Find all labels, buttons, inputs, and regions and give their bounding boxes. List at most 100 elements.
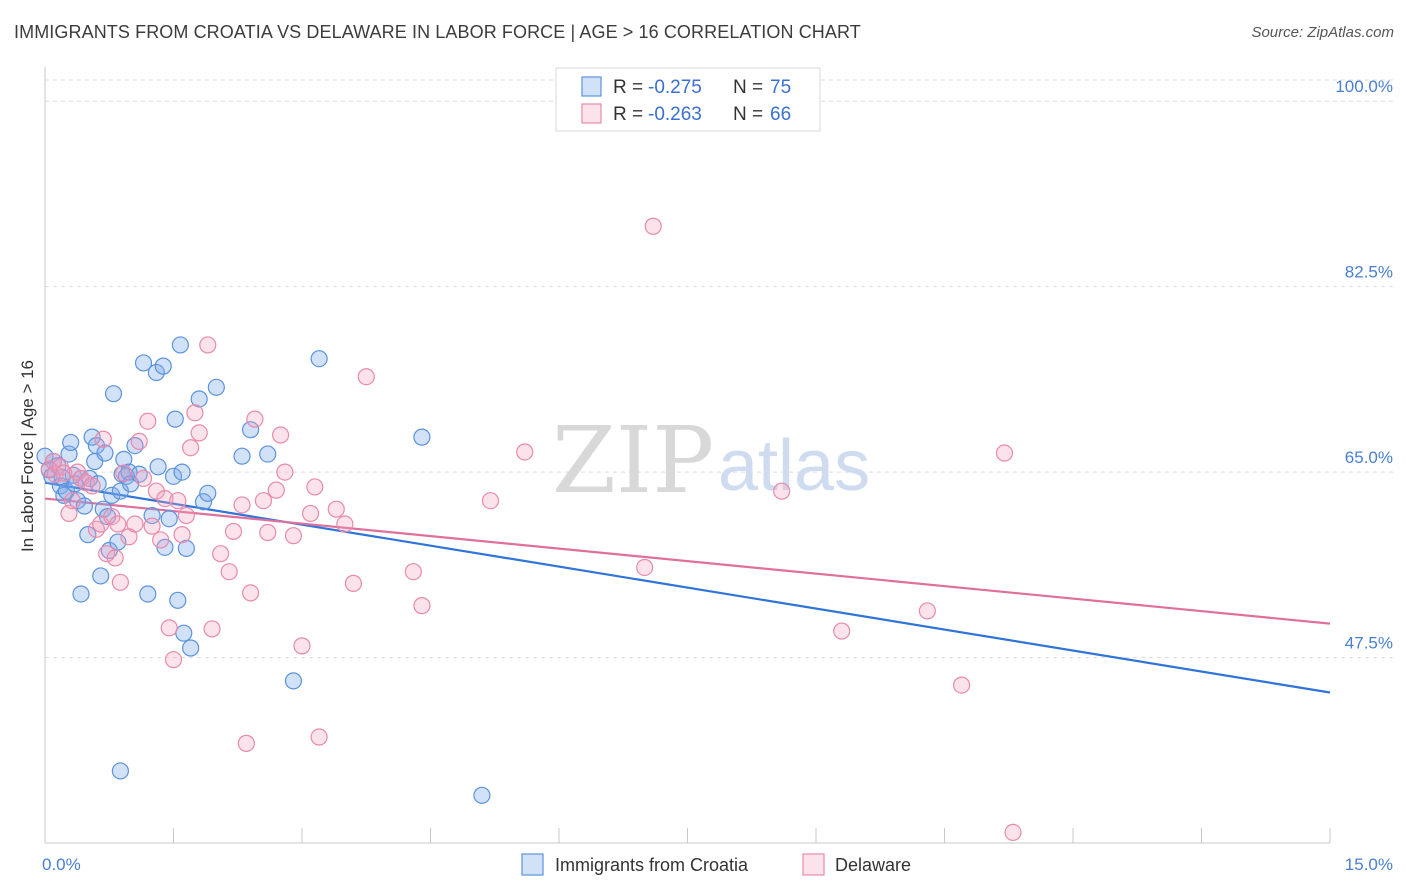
point-delaware bbox=[83, 477, 101, 495]
point-delaware bbox=[98, 545, 116, 563]
point-croatia bbox=[177, 539, 195, 557]
point-delaware bbox=[111, 573, 129, 591]
point-croatia bbox=[173, 463, 191, 481]
series-legend-label-croatia: Immigrants from Croatia bbox=[555, 855, 749, 875]
point-croatia bbox=[413, 428, 431, 446]
point-delaware bbox=[481, 492, 500, 510]
point-delaware bbox=[1004, 823, 1022, 842]
point-croatia bbox=[139, 585, 157, 603]
legend-r-label-2: R = bbox=[613, 104, 643, 125]
point-delaware bbox=[344, 574, 362, 592]
legend-n-label-1: N = bbox=[733, 77, 763, 98]
y-tick-label: 100.0% bbox=[1335, 77, 1393, 96]
point-delaware bbox=[173, 526, 191, 544]
series-legend-swatch-delaware bbox=[802, 853, 825, 876]
point-delaware bbox=[164, 651, 183, 669]
y-tick-label: 82.5% bbox=[1345, 263, 1393, 282]
legend-swatch-delaware bbox=[581, 103, 602, 124]
point-delaware bbox=[233, 496, 251, 514]
point-croatia bbox=[171, 336, 189, 354]
point-delaware bbox=[293, 637, 311, 655]
point-delaware bbox=[152, 531, 170, 549]
point-delaware bbox=[327, 500, 345, 518]
point-delaware bbox=[918, 602, 936, 620]
data-points bbox=[36, 217, 1022, 842]
point-croatia bbox=[199, 484, 217, 502]
point-delaware bbox=[106, 549, 124, 567]
point-croatia bbox=[175, 624, 193, 642]
point-delaware bbox=[276, 463, 294, 481]
point-croatia bbox=[111, 762, 129, 780]
series-legend-label-delaware: Delaware bbox=[835, 855, 911, 875]
axes bbox=[44, 67, 1331, 844]
point-delaware bbox=[94, 430, 112, 448]
point-croatia bbox=[115, 450, 133, 468]
x-tick-label-min: 0.0% bbox=[42, 855, 81, 874]
point-croatia bbox=[160, 510, 178, 528]
point-croatia bbox=[79, 526, 97, 544]
point-croatia bbox=[242, 421, 260, 439]
watermark-zip: ZIP bbox=[552, 407, 714, 514]
point-croatia bbox=[36, 447, 54, 465]
series-legend-swatch-croatia bbox=[521, 853, 544, 876]
legend-n-value-1: 75 bbox=[770, 77, 791, 98]
point-croatia bbox=[473, 786, 491, 804]
point-delaware bbox=[177, 506, 195, 525]
x-tick-labels: 0.0% 15.0% bbox=[42, 855, 1393, 874]
point-croatia bbox=[154, 357, 172, 375]
y-tick-labels: 47.5% 65.0% 82.5% 100.0% bbox=[1335, 77, 1393, 652]
point-delaware bbox=[55, 464, 73, 482]
point-delaware bbox=[212, 545, 230, 563]
point-delaware bbox=[404, 563, 422, 581]
legend-n-label-2: N = bbox=[733, 104, 763, 125]
legend-r-value-2: -0.263 bbox=[648, 104, 702, 125]
point-croatia bbox=[164, 467, 183, 485]
point-delaware bbox=[199, 336, 217, 354]
point-delaware bbox=[995, 444, 1014, 462]
point-croatia bbox=[284, 672, 303, 690]
point-croatia bbox=[190, 390, 208, 408]
point-croatia bbox=[182, 639, 200, 657]
point-croatia bbox=[310, 350, 328, 368]
point-delaware bbox=[63, 492, 82, 510]
point-delaware bbox=[60, 504, 78, 523]
point-delaware bbox=[516, 443, 534, 461]
point-croatia bbox=[166, 410, 184, 428]
point-delaware bbox=[115, 464, 133, 482]
watermark-atlas: atlas bbox=[718, 426, 870, 506]
point-delaware bbox=[143, 517, 161, 535]
point-delaware bbox=[644, 217, 662, 235]
point-delaware bbox=[134, 469, 153, 488]
legend-swatch-croatia bbox=[581, 76, 602, 97]
point-delaware bbox=[242, 584, 260, 602]
point-delaware bbox=[254, 492, 273, 510]
point-delaware bbox=[224, 522, 243, 541]
point-delaware bbox=[160, 619, 178, 637]
point-delaware bbox=[413, 597, 431, 615]
point-croatia bbox=[207, 378, 225, 396]
point-croatia bbox=[194, 493, 213, 511]
trend-lines bbox=[44, 481, 1331, 694]
point-delaware bbox=[336, 515, 354, 533]
point-delaware bbox=[306, 478, 324, 496]
point-delaware bbox=[833, 622, 851, 640]
point-croatia bbox=[72, 585, 90, 603]
grid bbox=[45, 79, 1394, 659]
point-croatia bbox=[96, 444, 114, 462]
correlation-legend: R = -0.275 N = 75 R = -0.263 N = 66 bbox=[555, 67, 821, 132]
legend-n-value-2: 66 bbox=[770, 104, 791, 125]
point-croatia bbox=[149, 458, 167, 476]
point-delaware bbox=[109, 515, 127, 533]
y-tick-label: 47.5% bbox=[1345, 634, 1393, 653]
point-croatia bbox=[104, 385, 123, 403]
point-delaware bbox=[271, 426, 290, 444]
point-delaware bbox=[301, 504, 320, 523]
point-croatia bbox=[169, 591, 187, 609]
point-croatia bbox=[147, 363, 165, 382]
point-croatia bbox=[103, 486, 121, 505]
point-delaware bbox=[636, 558, 654, 577]
point-delaware bbox=[357, 368, 375, 386]
point-delaware bbox=[130, 432, 148, 450]
point-delaware bbox=[190, 424, 208, 442]
